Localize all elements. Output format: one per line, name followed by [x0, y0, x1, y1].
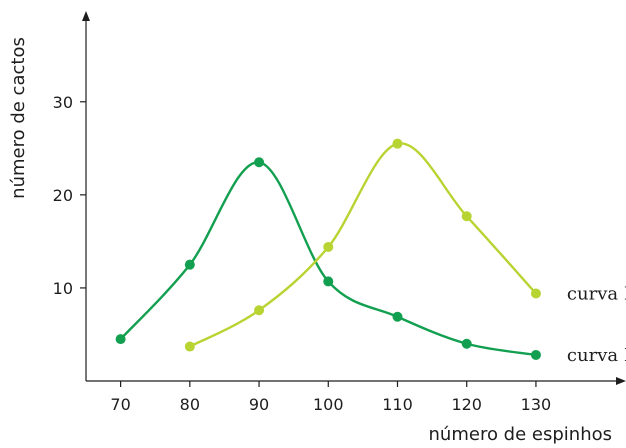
data-point-curva-i — [323, 276, 334, 287]
series-curva-i — [115, 157, 541, 360]
data-point-curva-ii — [530, 288, 541, 299]
data-point-curva-i — [461, 338, 472, 349]
x-tick-label: 90 — [249, 395, 269, 414]
data-point-curva-ii — [184, 341, 195, 352]
series-label-curva-ii: curva II — [567, 284, 626, 305]
labels-layer: número de espinhos número de cactos curv… — [8, 37, 626, 445]
series-curva-ii — [184, 138, 541, 352]
data-point-curva-ii — [323, 241, 334, 252]
x-tick-label: 70 — [110, 395, 130, 414]
x-tick-label: 120 — [451, 395, 482, 414]
y-axis-arrowhead — [82, 11, 90, 21]
series-line-curva-i — [119, 161, 538, 357]
x-tick-label: 100 — [313, 395, 344, 414]
series-layer — [115, 138, 541, 360]
x-tick-label: 80 — [180, 395, 200, 414]
axes — [82, 11, 626, 385]
data-point-curva-ii — [392, 138, 403, 149]
data-point-curva-i — [392, 311, 403, 322]
y-tick-label: 20 — [53, 186, 73, 205]
x-axis-arrowhead — [616, 377, 626, 385]
data-point-curva-ii — [461, 211, 472, 222]
data-point-curva-i — [530, 349, 541, 360]
y-tick-label: 30 — [53, 93, 73, 112]
data-point-curva-i — [254, 157, 265, 168]
x-tick-label: 130 — [521, 395, 552, 414]
ticks: 70 80 90 100 110 120 130 10 20 30 — [53, 93, 552, 414]
x-tick-label: 110 — [382, 395, 413, 414]
data-point-curva-i — [115, 334, 126, 345]
y-tick-label: 10 — [53, 279, 73, 298]
data-point-curva-ii — [254, 305, 265, 316]
series-label-curva-i: curva I — [567, 345, 626, 366]
data-point-curva-i — [184, 259, 195, 270]
x-axis-title: número de espinhos — [429, 424, 612, 445]
y-axis-title: número de cactos — [8, 37, 29, 199]
